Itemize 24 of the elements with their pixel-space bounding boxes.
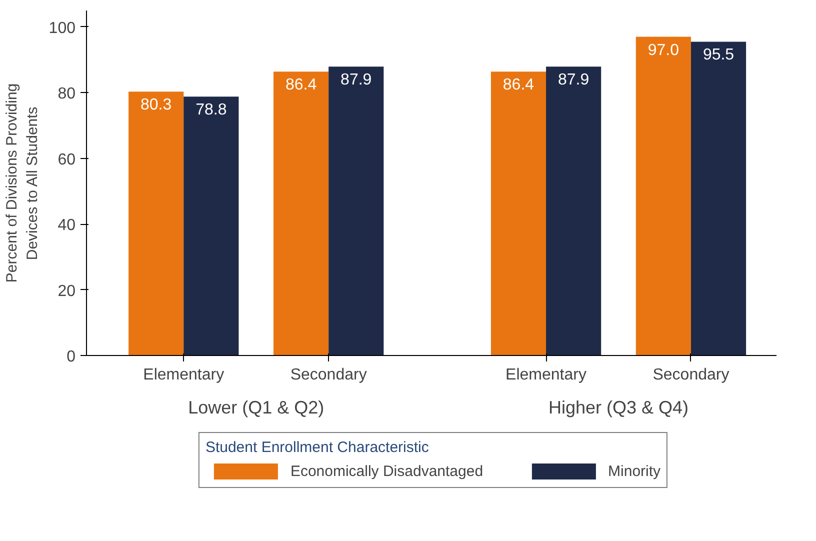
text: Higher (Q3 & Q4)	[548, 398, 689, 418]
x-tick-label: Elementary	[506, 366, 586, 384]
y-tick-label: 80	[58, 86, 76, 103]
y-tick-label: 20	[58, 282, 76, 300]
text: Lower (Q1 & Q2)	[188, 398, 324, 418]
data-label: 95.5	[702, 46, 734, 64]
data-label: 86.4	[502, 76, 534, 94]
data-label: 87.9	[558, 72, 590, 89]
y-tick-label: 60	[58, 151, 76, 168]
data-label: 86.4	[285, 76, 317, 94]
y-tick-label: 100	[48, 20, 76, 37]
data-label: 78.8	[196, 102, 227, 119]
y-axis-title: Percent of Divisions Providing Devices to All Students	[3, 83, 41, 283]
y-tick-label: 40	[58, 217, 76, 234]
x-tick-label: Secondary	[290, 366, 367, 384]
legend-label: Economically Disadvantaged	[290, 462, 484, 480]
x-tick-label: Secondary	[652, 366, 730, 384]
y-tick-label: 0	[66, 348, 76, 366]
data-label: 87.9	[340, 72, 372, 89]
data-label: 80.3	[140, 96, 172, 114]
legend-title: Student Enrollment Characteristic	[205, 439, 430, 456]
legend-label: Minority	[608, 462, 661, 480]
x-tick-label: Elementary	[143, 366, 224, 384]
data-label: 97.0	[648, 42, 680, 59]
